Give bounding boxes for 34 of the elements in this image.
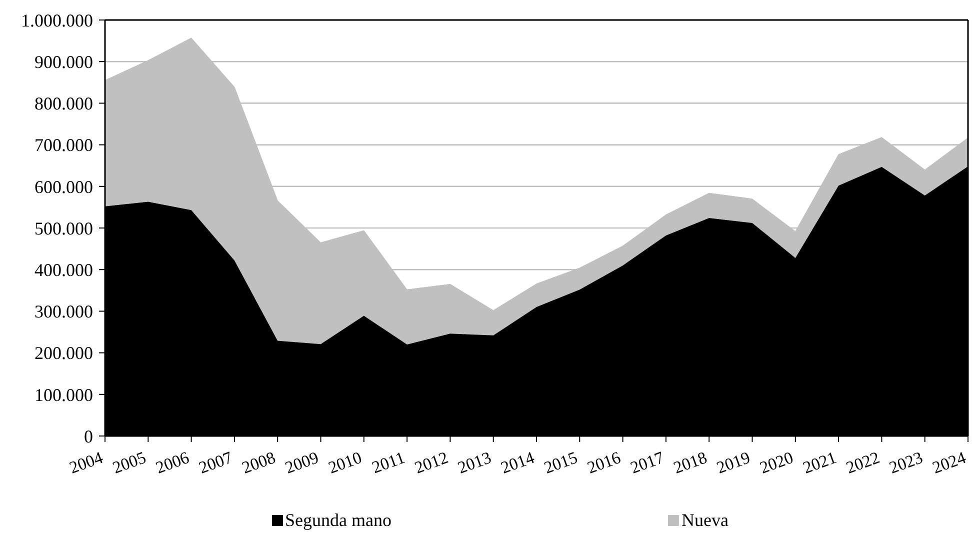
y-tick-label: 900.000 <box>34 52 93 72</box>
y-tick-label: 200.000 <box>34 343 93 364</box>
x-tick-label: 2013 <box>455 448 494 478</box>
x-tick-label: 2023 <box>886 448 926 478</box>
x-tick-label: 2018 <box>671 448 710 478</box>
x-tick-label: 2011 <box>370 448 408 478</box>
x-tick-label: 2016 <box>584 448 624 478</box>
x-tick-label: 2007 <box>196 448 236 478</box>
x-tick-label: 2005 <box>110 448 149 478</box>
x-tick-label: 2010 <box>326 448 364 478</box>
x-tick-label: 2008 <box>240 448 278 478</box>
legend-label: Segunda mano <box>285 510 392 530</box>
y-tick-label: 600.000 <box>34 176 93 197</box>
x-tick-label: 2014 <box>498 448 538 478</box>
x-tick-label: 2021 <box>800 448 839 478</box>
x-tick-label: 2017 <box>628 448 667 478</box>
x-tick-label: 2012 <box>412 448 451 478</box>
y-tick-label: 400.000 <box>34 260 93 280</box>
x-tick-label: 2020 <box>757 448 796 478</box>
x-tick-label: 2015 <box>542 448 580 478</box>
x-tick-label: 2006 <box>153 448 192 478</box>
x-tick-label: 2019 <box>714 448 753 478</box>
y-tick-label: 100.000 <box>34 384 93 405</box>
y-tick-label: 800.000 <box>34 94 93 114</box>
y-tick-label: 700.000 <box>34 135 93 156</box>
y-tick-label: 0 <box>84 426 93 446</box>
legend-label: Nueva <box>681 510 728 530</box>
x-tick-label: 2009 <box>282 448 322 478</box>
y-tick-label: 300.000 <box>34 302 93 322</box>
y-tick-label: 500.000 <box>34 218 93 238</box>
y-tick-label: 1.000.000 <box>21 10 93 30</box>
x-tick-label: 2022 <box>844 448 882 478</box>
x-tick-label: 2024 <box>930 448 969 478</box>
x-tick-label: 2004 <box>66 448 106 478</box>
